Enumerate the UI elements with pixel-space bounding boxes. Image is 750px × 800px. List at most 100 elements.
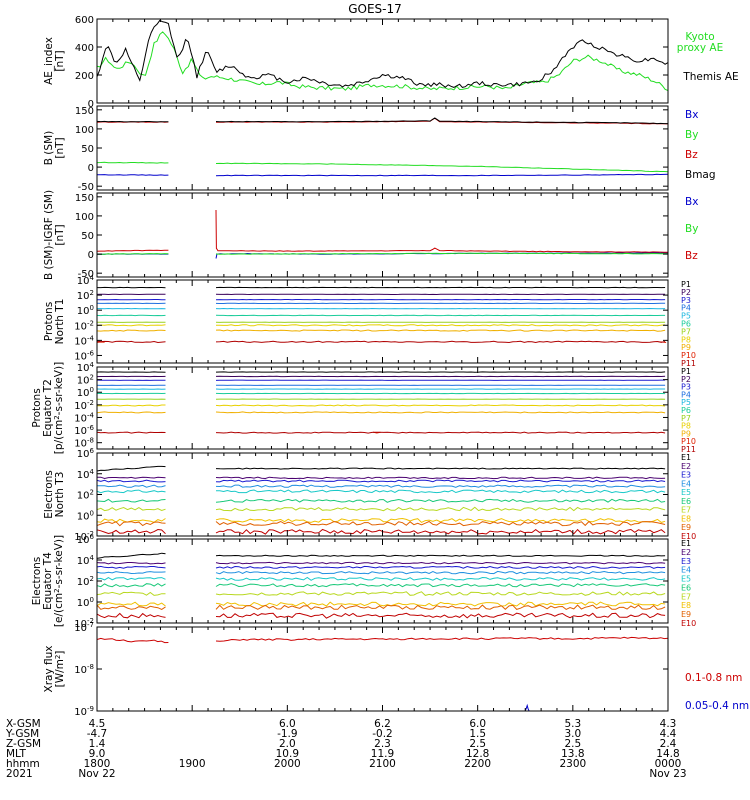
x-axis-value: 2200 (464, 758, 491, 770)
panel-frame (96, 452, 669, 537)
series-0-1-0-8-nm (215, 636, 668, 642)
y-tick-label: 10-9 (74, 705, 94, 718)
y-tick-label: 100 (77, 386, 94, 399)
legend-e6: E6 (681, 583, 691, 592)
legend-e8: E8 (681, 514, 691, 523)
y-axis-label-line: [nT] (54, 224, 66, 245)
legend-e4: E4 (681, 566, 691, 575)
panel-2: -50 0 50 100 150 B (SM) [nT] Bx By Bz Bmag (43, 105, 716, 193)
channel-e2 (97, 476, 166, 480)
series-bz (97, 249, 169, 252)
x-axis-value: 13.8 (561, 748, 584, 760)
y-tick-label: 102 (77, 289, 94, 302)
panel-frame (96, 626, 669, 712)
series-kyoto-proxy-ae (97, 31, 668, 92)
channel-e1 (97, 552, 166, 559)
legend-p7: P7 (681, 414, 691, 423)
channel-e9 (215, 604, 666, 610)
y-tick-label: 104 (77, 361, 95, 374)
y-tick-label: 100 (77, 304, 94, 317)
y-tick-label: 10-2 (74, 530, 94, 543)
legend-e4: E4 (681, 479, 691, 488)
channel-e7 (215, 506, 666, 512)
y-tick-label: 50 (81, 231, 94, 242)
series-bx (97, 174, 169, 176)
x-axis-value: -0.2 (372, 728, 393, 740)
y-tick-label: 0 (88, 250, 94, 261)
legend-p5: P5 (681, 312, 691, 321)
x-axis-value: 6.0 (469, 718, 486, 730)
panel-plot-area (97, 371, 666, 434)
series-by (215, 252, 668, 255)
y-tick-label: 0 (88, 99, 94, 110)
panel-plot-area (97, 636, 668, 711)
x-axis-value: Nov 22 (78, 768, 115, 780)
channel-e6 (97, 498, 166, 503)
channel-e1 (215, 554, 666, 557)
y-tick-label: 10-6 (74, 424, 94, 437)
x-axis-value: 2.4 (660, 738, 677, 750)
panel-plot-area (97, 117, 668, 177)
y-axis-label-line: Equator T4 (42, 552, 54, 610)
channel-e5 (215, 576, 666, 581)
legend-e9: E9 (681, 523, 691, 532)
legend-p11: P11 (681, 359, 696, 368)
channel-e7 (97, 506, 166, 512)
y-tick-label: -50 (78, 182, 94, 193)
y-axis-label-line: AE_index (43, 37, 55, 85)
y-tick-label: 0 (88, 163, 94, 174)
x-axis-block: X-GSM 4.5 6.0 6.2 6.0 5.3 4.3 Y-GSM -4.7 -1.9 -0.2… (5, 718, 687, 780)
legend-0.1-0.8nm: 0.1-0.8 nm (685, 672, 742, 684)
channel-e5 (215, 489, 666, 494)
panel-7: 106 104 102 100 10-2 Electrons Equator T4[e/(c… (31, 533, 696, 630)
legend-by: By (685, 223, 698, 235)
x-axis-value: 10.9 (276, 748, 299, 760)
channel-e5 (97, 577, 166, 581)
x-axis-row-label: X-GSM (6, 718, 41, 730)
legend-p2: P2 (681, 288, 691, 297)
panel-frame (96, 538, 669, 624)
x-axis-value: -1.9 (277, 728, 298, 740)
x-axis-value: 11.9 (371, 748, 394, 760)
channel-p9 (215, 411, 666, 414)
legend-e6: E6 (681, 497, 691, 506)
y-axis-label: AE_index [nT] (43, 37, 66, 85)
y-tick-label: 150 (75, 106, 94, 117)
legend-p8: P8 (681, 335, 691, 344)
legend-p8: P8 (681, 422, 691, 431)
y-axis-label: Protons North T1 (43, 299, 66, 345)
panel-plot-area (97, 286, 667, 344)
y-tick-label: 102 (77, 575, 94, 588)
legend-e9: E9 (681, 610, 691, 619)
channel-e4 (215, 484, 666, 488)
legend: Bx By Bz (685, 196, 698, 262)
channel-e4 (97, 571, 166, 575)
legend-bx: Bx (685, 196, 698, 208)
panel-3: -50 0 50 100 150 B (SM)-IGRF (SM) [nT] Bx By Bz (43, 190, 698, 280)
channel-e7 (97, 591, 166, 596)
legend-p4: P4 (681, 390, 691, 399)
x-axis-value: 1800 (84, 758, 111, 770)
channel-e9 (97, 604, 166, 610)
channel-e3 (97, 479, 166, 483)
channel-e2 (215, 561, 666, 565)
legend-p2: P2 (681, 375, 691, 384)
series-0-1-0-8-nm (97, 637, 169, 644)
legend-bmag: Bmag (685, 169, 716, 181)
legend-bz: Bz (685, 250, 698, 262)
x-axis-value: 1900 (179, 758, 206, 770)
x-axis-value: 9.0 (89, 748, 106, 760)
y-tick-label: 10-8 (74, 663, 94, 676)
x-axis-value: 2000 (274, 758, 301, 770)
channel-p11 (215, 431, 666, 434)
y-axis-label-line: Electrons (43, 470, 55, 519)
legend-p10: P10 (681, 437, 696, 446)
channel-e8 (97, 601, 166, 607)
channel-p8 (97, 404, 166, 407)
y-tick-label: 100 (75, 212, 94, 223)
y-axis-label-line: Protons (43, 302, 55, 341)
x-axis-value: 1.5 (469, 728, 486, 740)
